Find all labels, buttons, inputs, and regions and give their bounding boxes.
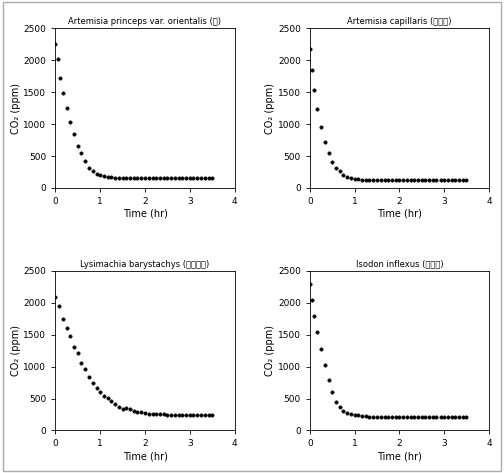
Title: Lysimachia barystachys (까치수영): Lysimachia barystachys (까치수영) xyxy=(80,260,210,269)
Title: Isodon inflexus (산박하): Isodon inflexus (산박하) xyxy=(355,260,443,269)
Title: Artemisia capillaris (사철숙): Artemisia capillaris (사철숙) xyxy=(347,17,452,26)
X-axis label: Time (hr): Time (hr) xyxy=(377,209,422,219)
Y-axis label: CO₂ (ppm): CO₂ (ppm) xyxy=(11,83,21,134)
Y-axis label: CO₂ (ppm): CO₂ (ppm) xyxy=(265,83,275,134)
Title: Artemisia princeps var. orientalis (숙): Artemisia princeps var. orientalis (숙) xyxy=(69,17,221,26)
X-axis label: Time (hr): Time (hr) xyxy=(122,209,167,219)
Y-axis label: CO₂ (ppm): CO₂ (ppm) xyxy=(11,325,21,376)
Y-axis label: CO₂ (ppm): CO₂ (ppm) xyxy=(265,325,275,376)
X-axis label: Time (hr): Time (hr) xyxy=(377,451,422,461)
X-axis label: Time (hr): Time (hr) xyxy=(122,451,167,461)
